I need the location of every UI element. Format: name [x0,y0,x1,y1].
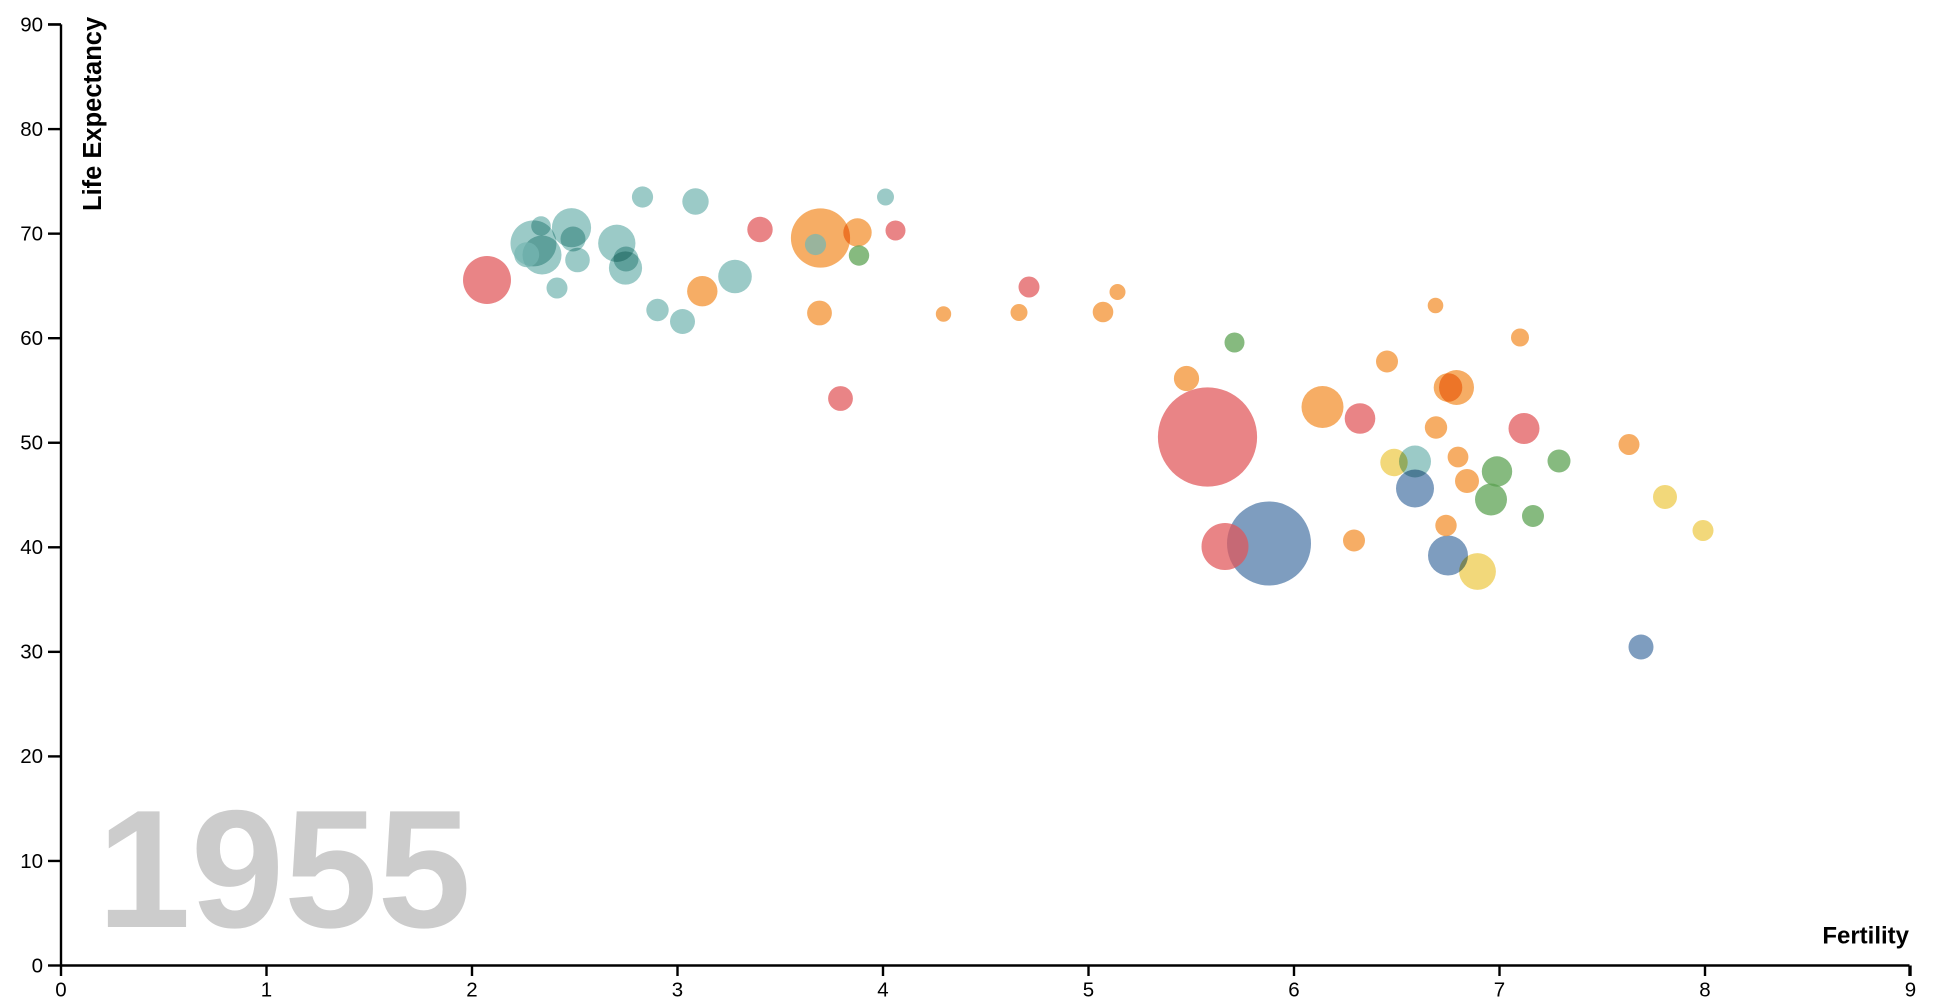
svg-text:70: 70 [20,222,43,245]
svg-text:50: 50 [20,432,43,455]
svg-text:10: 10 [20,850,43,873]
svg-text:40: 40 [20,536,43,559]
svg-text:1: 1 [261,979,272,1002]
svg-text:Life Expectancy: Life Expectancy [79,16,107,211]
svg-text:3: 3 [672,979,683,1002]
svg-text:8: 8 [1699,979,1710,1002]
svg-text:0: 0 [32,954,43,977]
svg-text:9: 9 [1905,979,1916,1002]
svg-text:7: 7 [1494,979,1505,1002]
svg-text:30: 30 [20,641,43,664]
svg-text:6: 6 [1288,979,1299,1002]
svg-text:Fertility: Fertility [1822,923,1909,950]
svg-text:1955: 1955 [97,775,471,963]
svg-text:0: 0 [55,979,66,1002]
svg-text:4: 4 [877,979,888,1002]
svg-text:5: 5 [1083,979,1094,1002]
svg-text:60: 60 [20,327,43,350]
svg-text:20: 20 [20,745,43,768]
svg-text:90: 90 [20,13,43,36]
svg-text:80: 80 [20,118,43,141]
svg-text:2: 2 [466,979,477,1002]
